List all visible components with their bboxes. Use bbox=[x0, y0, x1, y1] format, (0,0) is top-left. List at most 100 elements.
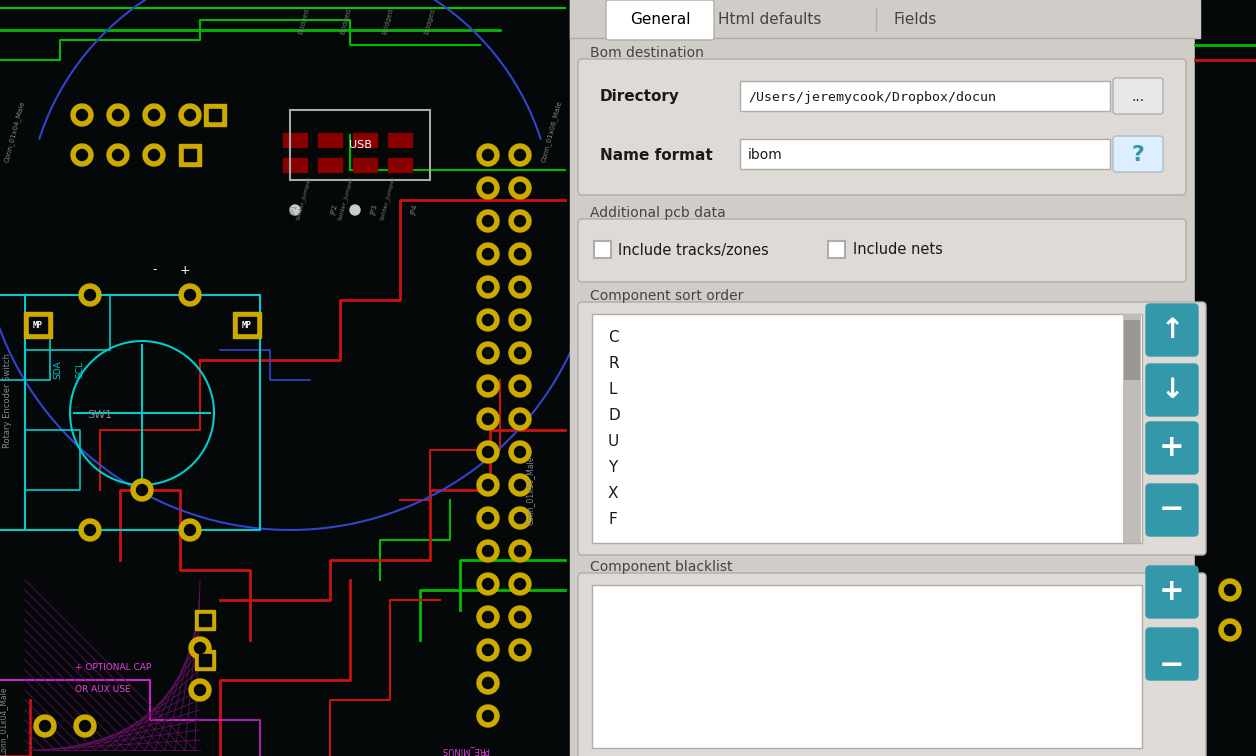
Text: F: F bbox=[608, 512, 617, 526]
Circle shape bbox=[482, 215, 494, 227]
Circle shape bbox=[113, 150, 123, 160]
Circle shape bbox=[509, 408, 531, 430]
Text: Include nets: Include nets bbox=[853, 243, 943, 258]
Text: +: + bbox=[1159, 433, 1184, 463]
Text: R: R bbox=[608, 355, 619, 370]
Circle shape bbox=[509, 309, 531, 331]
FancyBboxPatch shape bbox=[1145, 364, 1198, 416]
Bar bbox=[283, 133, 306, 147]
Text: SDA: SDA bbox=[54, 361, 63, 380]
Bar bbox=[740, 139, 1110, 169]
Circle shape bbox=[515, 479, 525, 491]
Text: USB: USB bbox=[349, 140, 372, 150]
Circle shape bbox=[477, 243, 499, 265]
Bar bbox=[353, 158, 377, 172]
Circle shape bbox=[482, 612, 494, 622]
Circle shape bbox=[482, 513, 494, 523]
Circle shape bbox=[482, 479, 494, 491]
Circle shape bbox=[515, 513, 525, 523]
Bar bbox=[29, 317, 46, 333]
Text: Html defaults: Html defaults bbox=[718, 11, 821, 26]
FancyBboxPatch shape bbox=[1113, 136, 1163, 172]
Circle shape bbox=[180, 284, 201, 306]
FancyBboxPatch shape bbox=[1145, 304, 1198, 356]
FancyBboxPatch shape bbox=[578, 573, 1206, 756]
Circle shape bbox=[131, 479, 153, 501]
Text: MP: MP bbox=[33, 321, 43, 330]
Text: Component sort order: Component sort order bbox=[590, 289, 744, 303]
Text: +: + bbox=[1159, 578, 1184, 606]
Circle shape bbox=[515, 249, 525, 259]
Circle shape bbox=[515, 380, 525, 392]
Circle shape bbox=[79, 720, 90, 732]
Text: ?: ? bbox=[1132, 145, 1144, 165]
Circle shape bbox=[188, 637, 211, 659]
Circle shape bbox=[509, 177, 531, 199]
Circle shape bbox=[290, 205, 300, 215]
Circle shape bbox=[148, 110, 160, 120]
Circle shape bbox=[482, 645, 494, 655]
Circle shape bbox=[482, 348, 494, 358]
Text: +: + bbox=[180, 264, 191, 277]
Circle shape bbox=[482, 182, 494, 194]
Bar bbox=[234, 312, 261, 338]
Circle shape bbox=[477, 705, 499, 727]
Text: ↓: ↓ bbox=[1161, 376, 1183, 404]
Bar bbox=[198, 654, 211, 666]
Circle shape bbox=[482, 578, 494, 590]
Bar bbox=[0, 0, 570, 756]
Circle shape bbox=[515, 645, 525, 655]
Circle shape bbox=[515, 612, 525, 622]
Bar bbox=[237, 317, 256, 333]
Bar bbox=[195, 610, 215, 630]
Bar bbox=[1194, 0, 1256, 756]
Text: Component blacklist: Component blacklist bbox=[590, 560, 732, 574]
Circle shape bbox=[137, 485, 147, 495]
Text: Bom destination: Bom destination bbox=[590, 46, 703, 60]
Circle shape bbox=[107, 144, 129, 166]
Circle shape bbox=[515, 546, 525, 556]
Text: Bridged:: Bridged: bbox=[340, 5, 353, 35]
Bar bbox=[388, 133, 412, 147]
Bar bbox=[203, 104, 226, 126]
Circle shape bbox=[482, 447, 494, 457]
FancyBboxPatch shape bbox=[578, 59, 1186, 195]
Text: Solder_Jumper: Solder_Jumper bbox=[337, 175, 354, 221]
Circle shape bbox=[509, 573, 531, 595]
Text: −: − bbox=[1159, 650, 1184, 680]
Circle shape bbox=[482, 380, 494, 392]
Text: U: U bbox=[608, 433, 619, 448]
Text: −: − bbox=[1159, 495, 1184, 525]
Circle shape bbox=[350, 205, 360, 215]
Circle shape bbox=[509, 144, 531, 166]
Circle shape bbox=[477, 606, 499, 628]
FancyBboxPatch shape bbox=[1145, 566, 1198, 618]
Circle shape bbox=[185, 525, 196, 535]
Text: JP4: JP4 bbox=[411, 204, 420, 216]
Circle shape bbox=[515, 447, 525, 457]
Bar bbox=[570, 0, 1256, 756]
Circle shape bbox=[180, 519, 201, 541]
Circle shape bbox=[482, 711, 494, 721]
Text: D: D bbox=[608, 407, 619, 423]
Bar bbox=[592, 314, 1142, 543]
Circle shape bbox=[1220, 579, 1241, 601]
Circle shape bbox=[515, 182, 525, 194]
Circle shape bbox=[482, 414, 494, 425]
Circle shape bbox=[509, 639, 531, 661]
Text: + OPTIONAL CAP: + OPTIONAL CAP bbox=[75, 664, 151, 673]
Circle shape bbox=[113, 110, 123, 120]
Circle shape bbox=[515, 578, 525, 590]
FancyBboxPatch shape bbox=[1145, 628, 1198, 680]
Circle shape bbox=[143, 144, 165, 166]
Circle shape bbox=[477, 210, 499, 232]
Text: Additional pcb data: Additional pcb data bbox=[590, 206, 726, 220]
Bar bbox=[24, 312, 51, 338]
Text: Solder_Jumper: Solder_Jumper bbox=[379, 175, 397, 221]
Circle shape bbox=[84, 290, 95, 300]
Circle shape bbox=[509, 474, 531, 496]
Circle shape bbox=[188, 679, 211, 701]
Circle shape bbox=[477, 177, 499, 199]
Text: Fields: Fields bbox=[893, 11, 937, 26]
Circle shape bbox=[79, 519, 100, 541]
